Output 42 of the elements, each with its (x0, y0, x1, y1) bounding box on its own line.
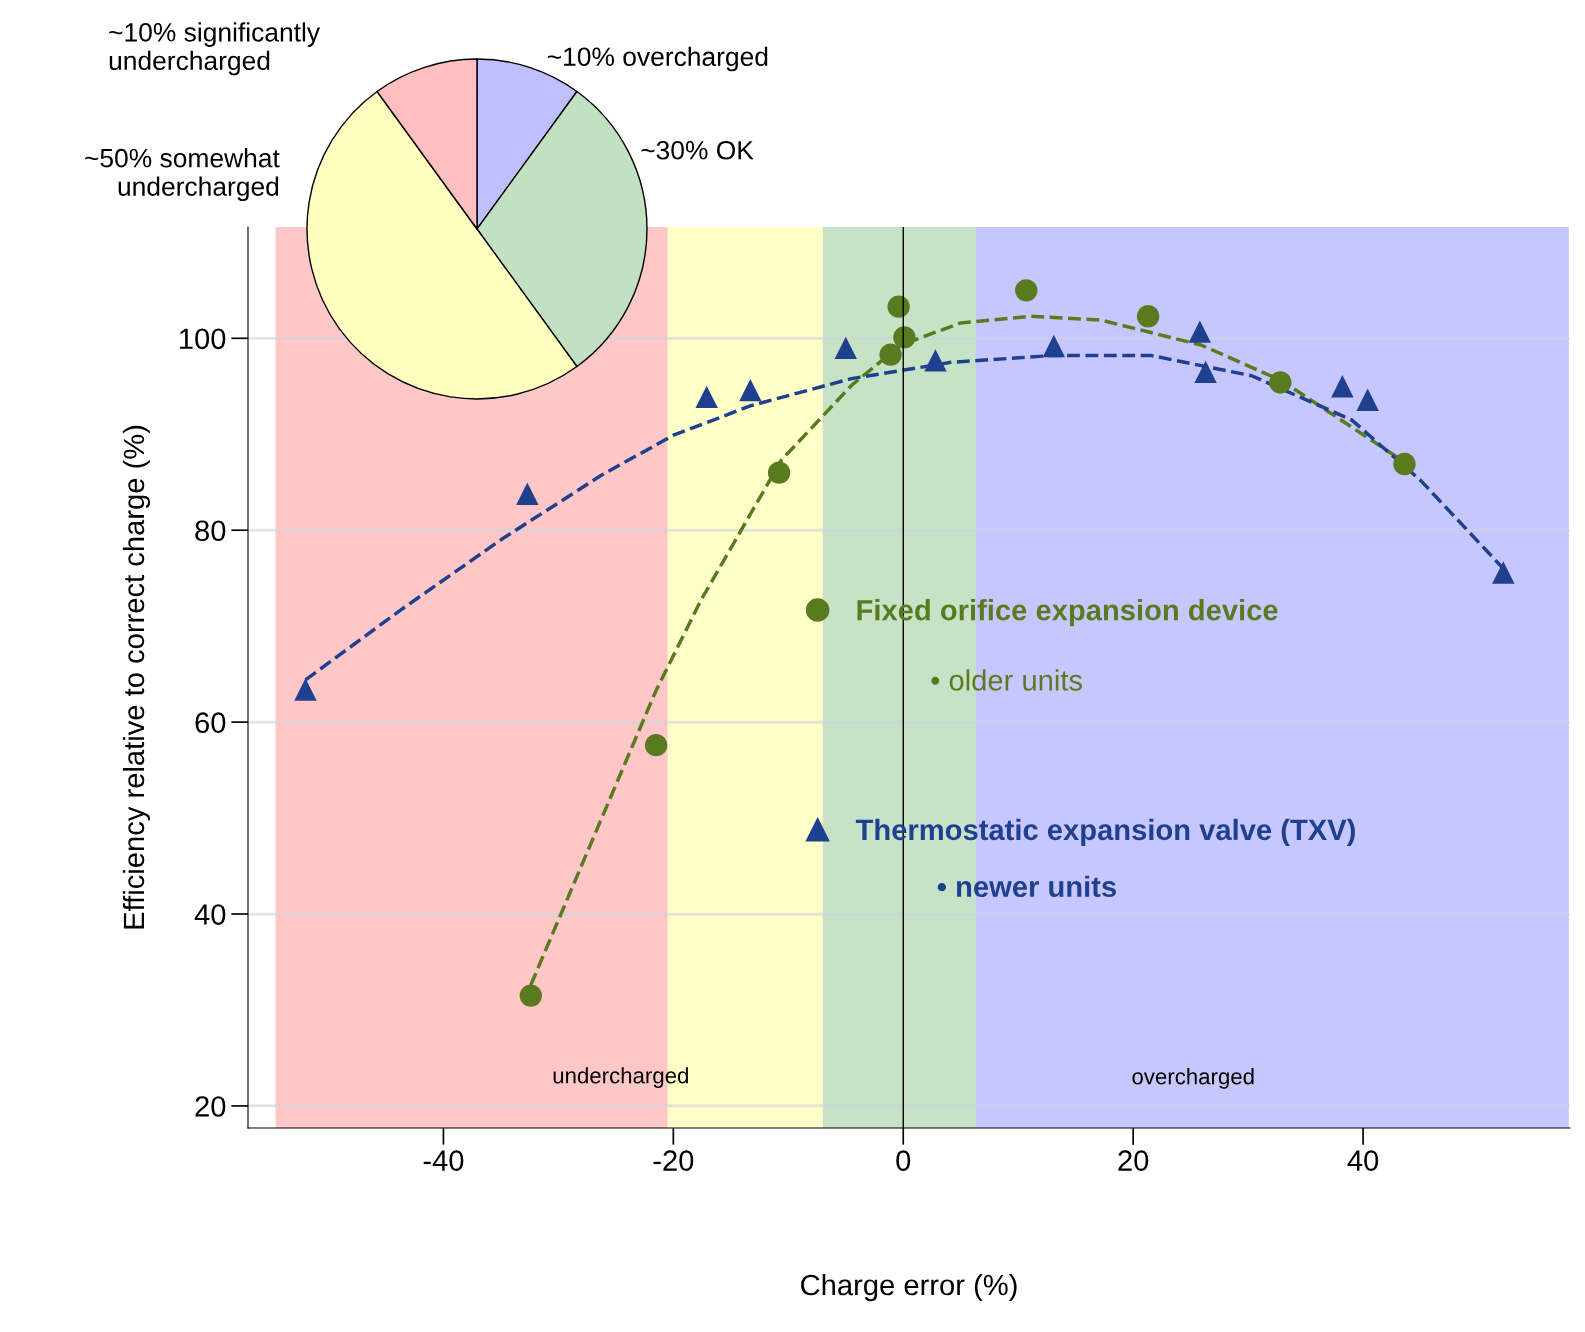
annotation: overcharged (1132, 1068, 1254, 1089)
slice-label: ~50% somewhat undercharged (85, 148, 280, 202)
point (1393, 452, 1416, 476)
x-tick-label: -20 (653, 1150, 694, 1171)
y-axis-title: Efficiency relative to correct charge (%) (122, 425, 151, 929)
y-tick-label: 40 (194, 904, 226, 925)
point (1356, 388, 1379, 411)
point (1331, 375, 1354, 398)
y-tick-label: 80 (195, 520, 226, 542)
annotation: undercharged (553, 1067, 688, 1088)
x-axis-title: Charge error (%) (801, 1273, 1017, 1302)
annotation: • older units (931, 669, 1082, 691)
y-tick-label: 20 (195, 1096, 226, 1117)
point (1188, 320, 1212, 343)
point (767, 461, 791, 484)
annotation: • newer units (937, 875, 1116, 898)
point (834, 336, 857, 360)
point (1194, 360, 1217, 384)
point (1136, 305, 1160, 328)
point (519, 984, 542, 1007)
x-tick-label: 0 (896, 1150, 911, 1171)
point (924, 349, 947, 372)
point (1042, 334, 1066, 358)
slice-label: ~10% significantly undercharged (109, 22, 321, 76)
x-tick-label: -40 (423, 1150, 464, 1171)
x-tick-label: 40 (1347, 1150, 1379, 1171)
point (893, 326, 916, 349)
y-tick-label: 60 (195, 712, 226, 733)
point (1492, 561, 1515, 584)
point (887, 295, 910, 318)
y-tick-label: 100 (180, 328, 226, 350)
point (516, 482, 539, 505)
point (644, 733, 668, 757)
x-tick-label: 20 (1118, 1150, 1149, 1171)
point (1015, 279, 1038, 302)
slice-label: ~30% OK (641, 140, 754, 160)
point (294, 678, 317, 701)
point (879, 343, 902, 366)
slice-label: ~10% overcharged (547, 46, 768, 72)
point (739, 378, 762, 402)
point (695, 385, 718, 409)
point (1269, 371, 1292, 394)
